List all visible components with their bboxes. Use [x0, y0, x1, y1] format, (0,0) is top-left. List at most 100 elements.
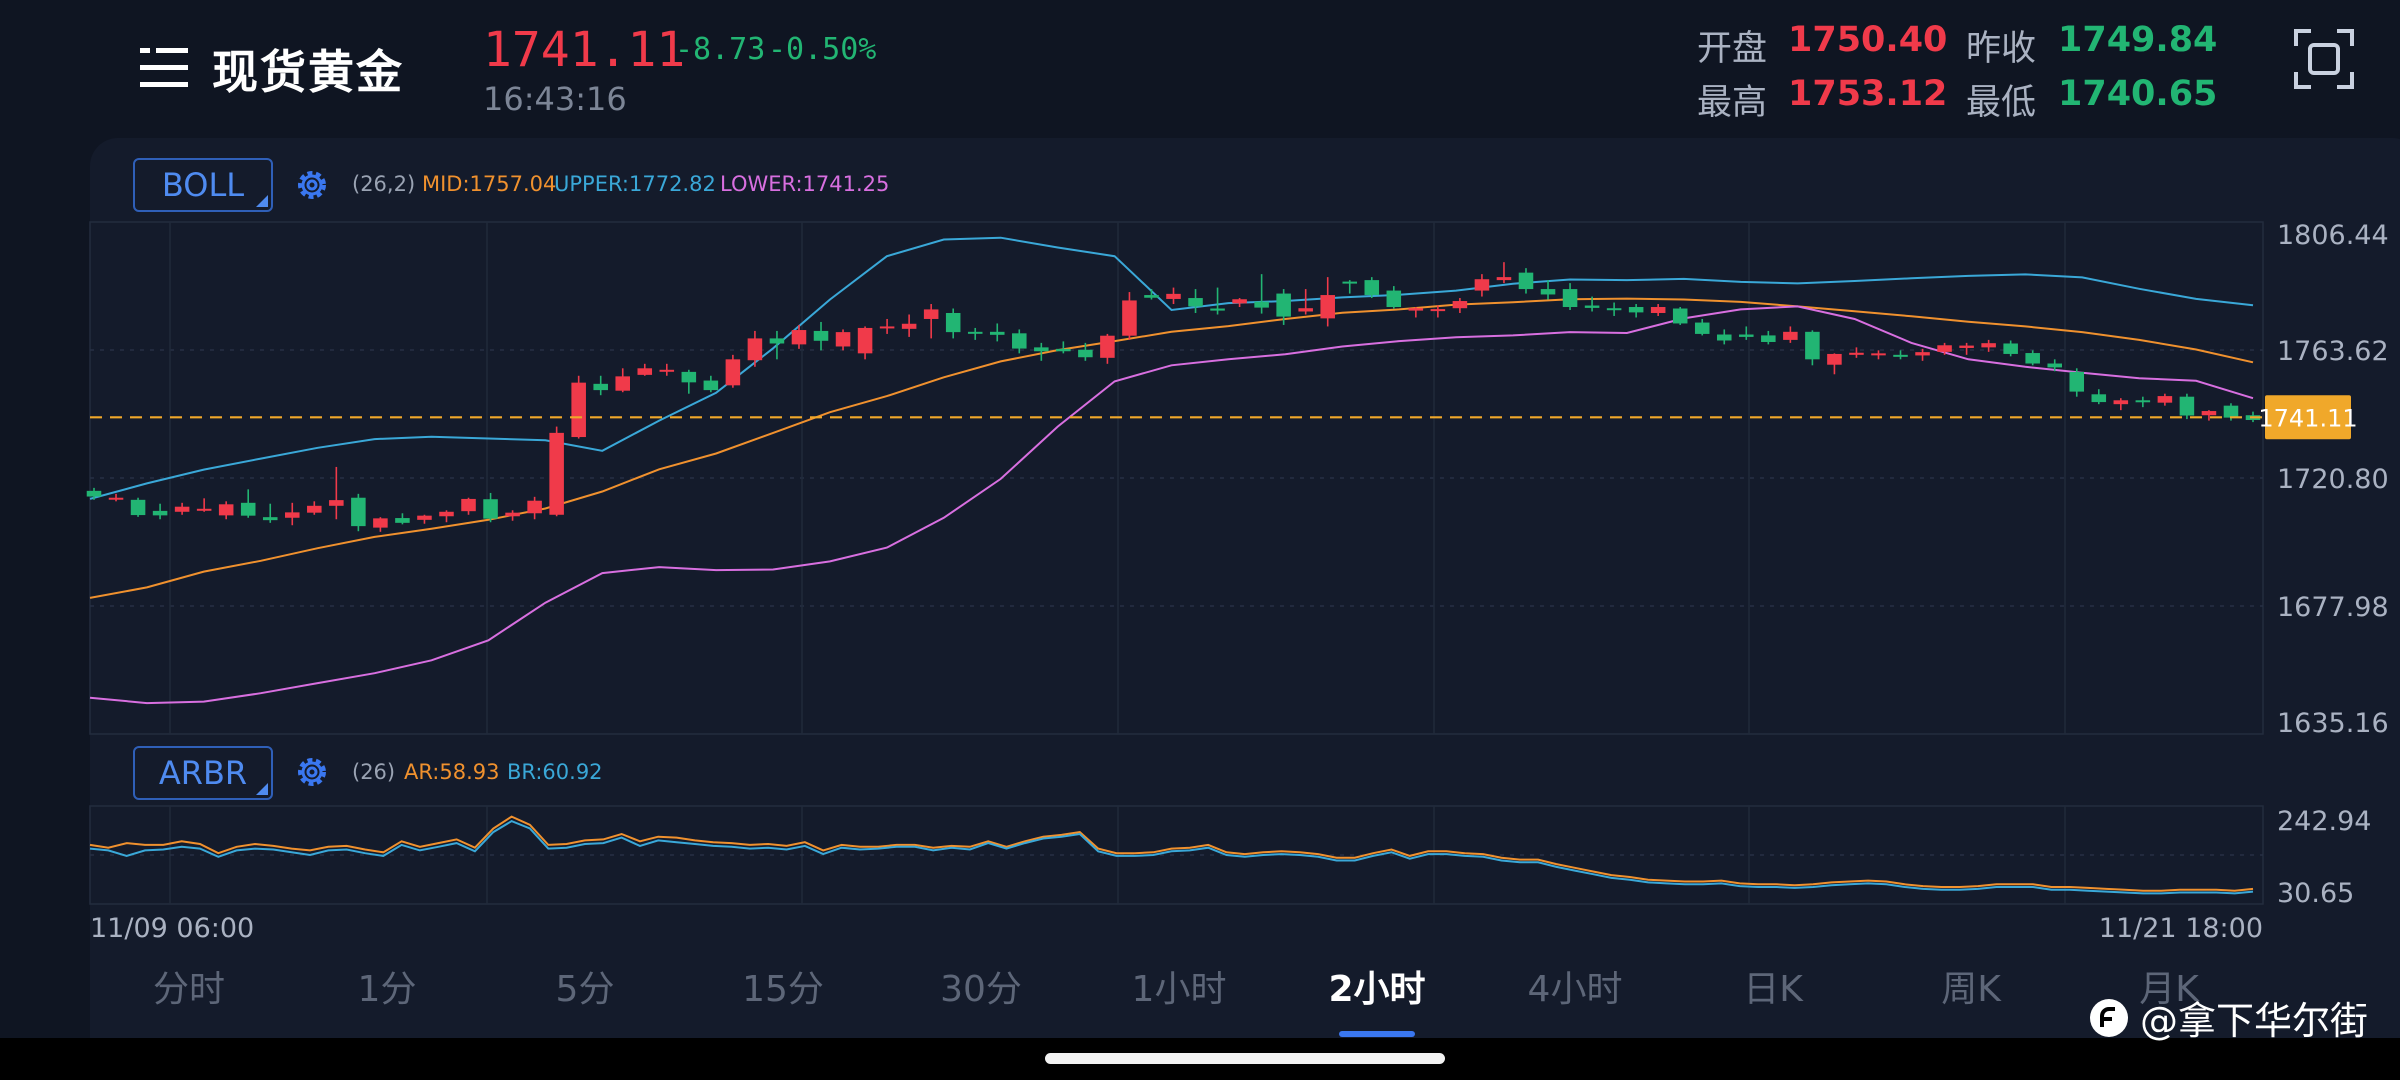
candle-down	[2223, 405, 2239, 418]
candle-up	[571, 382, 586, 438]
candle-down	[2091, 394, 2107, 403]
candle-down	[483, 499, 498, 519]
candle-down	[945, 312, 961, 333]
fullscreen-icon[interactable]	[2293, 28, 2355, 90]
candle-up	[108, 497, 124, 500]
candle-up	[461, 498, 476, 512]
candle-down	[1584, 305, 1600, 308]
prev-close-label: 昨收	[1966, 29, 2037, 69]
candle-down	[1606, 308, 1622, 311]
current-price-tag-text: 1741.11	[2258, 404, 2357, 432]
boll-params: (26,2)	[352, 172, 416, 196]
tab-2[interactable]: 5分	[555, 969, 615, 1010]
arbr-indicator-button[interactable]: ARBR	[133, 746, 273, 800]
br-line	[89, 819, 2254, 895]
candle-down	[989, 331, 1005, 335]
candle-up	[285, 512, 300, 518]
boll-indicator-button[interactable]: BOLL	[133, 158, 273, 212]
menu-icon[interactable]	[138, 44, 190, 92]
boll-upper-line	[89, 236, 2254, 500]
candle-down	[2069, 371, 2085, 392]
home-indicator[interactable]	[1045, 1053, 1445, 1064]
tab-6[interactable]: 2小时	[1328, 969, 1426, 1010]
candle-down	[2025, 353, 2040, 364]
candle-up	[1408, 308, 1424, 311]
tab-4[interactable]: 30分	[940, 969, 1022, 1010]
candle-up	[1915, 352, 1930, 356]
current-price-tag	[2265, 395, 2351, 440]
candle-down	[681, 371, 697, 383]
tab-8[interactable]: 日K	[1743, 969, 1803, 1010]
tab-7[interactable]: 4小时	[1527, 969, 1623, 1010]
candle-up	[1981, 343, 1996, 348]
candle-up	[549, 432, 564, 515]
candle-up	[2157, 396, 2173, 403]
price-change: -8.73	[675, 32, 766, 67]
arbr-settings-gear-icon[interactable]	[293, 753, 331, 791]
high-label: 最高	[1697, 83, 1768, 123]
tab-5[interactable]: 1小时	[1131, 969, 1227, 1010]
tab-3[interactable]: 15分	[742, 969, 824, 1010]
candle-up	[174, 506, 190, 512]
candle-up	[1100, 335, 1115, 358]
active-tab-indicator	[1339, 1031, 1415, 1037]
tab-9[interactable]: 周K	[1941, 969, 2001, 1010]
candle-up	[527, 500, 542, 514]
candle-down	[1276, 293, 1291, 317]
open-value: 1750.40	[1788, 20, 1948, 60]
tab-1[interactable]: 1分	[357, 969, 417, 1010]
candle-down	[1628, 307, 1644, 313]
candle-up	[1298, 308, 1313, 312]
candle-up	[1849, 352, 1864, 355]
arbr-button-label: ARBR	[158, 754, 248, 792]
candle-down	[351, 497, 366, 527]
candle-up	[417, 515, 432, 520]
price-tick-label: 1763.62	[2277, 336, 2389, 367]
candle-up	[1783, 331, 1798, 340]
boll-button-label: BOLL	[161, 166, 245, 204]
candle-down	[967, 331, 983, 334]
watermark-text: @拿下华尔街	[2140, 999, 2369, 1043]
candle-down	[1893, 354, 1908, 357]
candle-down	[1056, 348, 1071, 352]
weibo-logo-icon	[2090, 998, 2128, 1037]
candle-down	[1254, 301, 1269, 308]
candle-up	[747, 338, 763, 361]
candle-up	[791, 330, 807, 345]
candle-up	[1320, 295, 1335, 319]
candle-up	[1650, 307, 1666, 313]
instrument-title: 现货黄金	[212, 45, 404, 99]
candle-down	[593, 383, 608, 391]
candle-up	[218, 504, 234, 516]
x-axis-end-label: 11/21 18:00	[2099, 913, 2263, 944]
candle-up	[901, 323, 917, 329]
price-change-percent: -0.50%	[768, 32, 877, 67]
candle-up	[1496, 277, 1512, 281]
boll-settings-gear-icon[interactable]	[293, 166, 331, 204]
candle-up	[439, 511, 454, 517]
candle-down	[1342, 281, 1358, 284]
candle-down	[1540, 289, 1556, 295]
ar-value: AR:58.93	[404, 760, 500, 784]
candle-down	[1518, 272, 1534, 290]
arbr-params: (26)	[352, 760, 396, 784]
low-label: 最低	[1966, 83, 2037, 123]
candle-down	[1716, 334, 1732, 341]
candle-down	[1188, 298, 1203, 307]
candle-up	[835, 332, 851, 347]
quote-time: 16:43:16	[483, 80, 627, 118]
sub-tick-label: 30.65	[2277, 878, 2354, 909]
candle-down	[1364, 280, 1380, 296]
candle-up	[1166, 293, 1181, 299]
ar-line	[89, 815, 2254, 892]
tab-0[interactable]: 分时	[152, 969, 225, 1010]
candle-up	[659, 369, 675, 372]
candle-down	[1078, 349, 1093, 358]
tab-10[interactable]: 月K	[2139, 969, 2199, 1010]
candle-down	[2135, 400, 2151, 403]
candle-up	[1959, 345, 1974, 348]
candle-up	[1232, 299, 1247, 304]
candle-down	[152, 510, 168, 516]
price-tick-label: 1635.16	[2277, 708, 2389, 739]
